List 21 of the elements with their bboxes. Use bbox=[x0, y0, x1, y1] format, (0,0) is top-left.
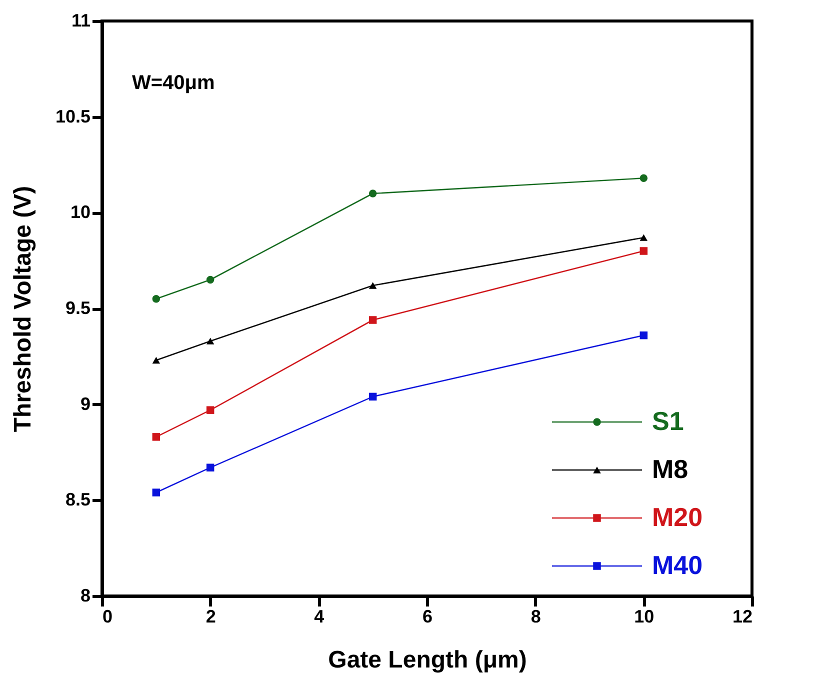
legend-label: M20 bbox=[652, 502, 703, 532]
y-tick-label: 9.5 bbox=[65, 298, 90, 318]
x-tick-label: 12 bbox=[732, 606, 752, 626]
y-axis-title: Threshold Voltage (V) bbox=[9, 186, 36, 432]
annotation: W=40μm bbox=[132, 72, 215, 94]
legend-label: M40 bbox=[652, 550, 703, 580]
x-tick-label: 4 bbox=[314, 606, 324, 626]
y-tick-label: 11 bbox=[71, 10, 90, 30]
y-tick-label: 10.5 bbox=[55, 106, 90, 126]
x-tick-label: 0 bbox=[102, 606, 113, 626]
x-tick-label: 8 bbox=[530, 606, 541, 626]
y-tick-label: 8.5 bbox=[65, 490, 90, 510]
y-tick-label: 9 bbox=[80, 394, 90, 414]
legend-label: M8 bbox=[652, 454, 688, 484]
legend-label: S1 bbox=[652, 406, 684, 436]
x-tick-label: 6 bbox=[422, 606, 433, 626]
y-tick-label: 10 bbox=[70, 202, 90, 222]
x-tick-label: 2 bbox=[206, 606, 216, 626]
x-tick-label: 10 bbox=[634, 606, 654, 626]
y-tick-label: 8 bbox=[80, 586, 90, 606]
x-axis-title: Gate Length (μm) bbox=[328, 646, 527, 674]
